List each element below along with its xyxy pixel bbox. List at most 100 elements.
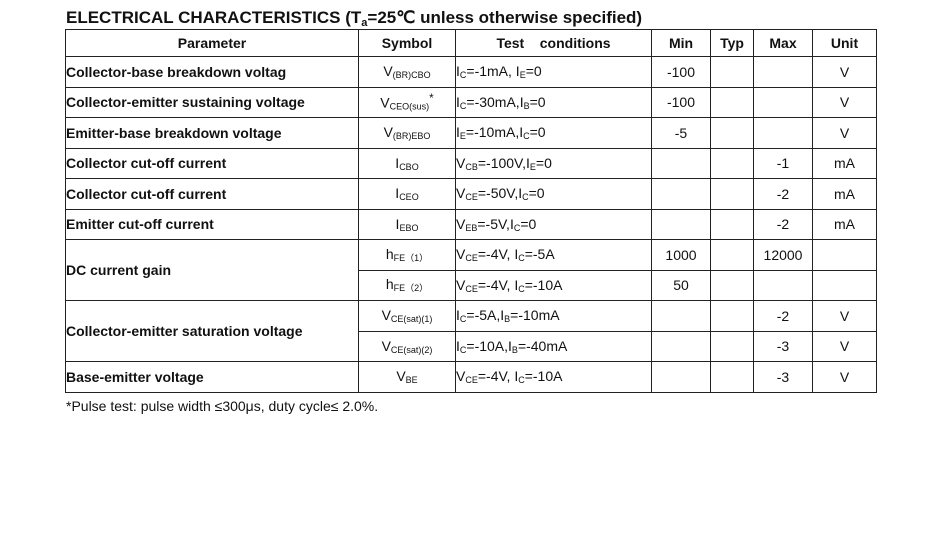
unit-cell: mA [812, 208, 877, 240]
typ-cell [710, 330, 754, 362]
condition-letter: I [519, 93, 524, 110]
table-row: Collector-emitter saturation voltage VCE(… [65, 300, 877, 362]
condition-value: =-10mA, [465, 124, 520, 141]
condition-letter: I [456, 124, 460, 141]
conditions-cell: IC=-1mA, IE=0 [455, 56, 652, 88]
condition-value: =-4V, [477, 276, 515, 293]
header-row: Parameter Symbol Test conditions Min Typ… [65, 29, 877, 57]
parameter-cell: DC current gain [65, 239, 359, 301]
condition-subscript: C [459, 70, 467, 81]
condition-letter: V [456, 215, 466, 232]
condition-subscript: C [518, 375, 525, 386]
conditions-cell: VCB=-100V,IE=0 [455, 147, 652, 179]
conditions-cell: IE=-10mA,IC=0 [455, 117, 652, 149]
min-cell: -100 [651, 86, 711, 118]
conditions-cell: IC=-30mA,IB=0 [455, 86, 652, 118]
symbol-subscript: BE [405, 375, 418, 386]
symbol-letter: V [383, 124, 393, 141]
condition-subscript: C [518, 283, 525, 294]
condition-subscript: C [523, 131, 530, 142]
electrical-characteristics-table: Parameter Symbol Test conditions Min Typ… [65, 29, 877, 393]
symbol-letter: V [381, 337, 391, 354]
condition-letter: V [456, 185, 466, 202]
conditions-cell: IC=-5A,IB=-10mA [455, 300, 652, 332]
condition-letter: V [456, 246, 466, 263]
header-max: Max [753, 29, 813, 57]
max-cell: -2 [753, 208, 813, 240]
typ-cell [710, 269, 754, 301]
header-unit: Unit [812, 29, 877, 57]
min-cell: 1000 [651, 239, 711, 271]
min-cell [651, 300, 711, 332]
condition-subscript: B [511, 344, 518, 355]
symbol-letter: V [396, 368, 406, 385]
condition-subscript: C [459, 314, 467, 325]
condition-value: =-40mA [517, 337, 568, 354]
condition-value: =-4V, [477, 368, 515, 385]
max-cell [753, 269, 813, 301]
symbol-cell: hFE（1） [358, 239, 456, 271]
condition-subscript: E [459, 131, 466, 142]
table-body: Collector-base breakdown voltag V(BR)CBO I… [65, 56, 877, 393]
condition-subscript: C [513, 222, 521, 233]
unit-cell: V [812, 330, 877, 362]
header-conditions: Test conditions [455, 29, 652, 57]
title-prefix: ELECTRICAL CHARACTERISTICS (T [66, 8, 362, 27]
max-cell: -2 [753, 300, 813, 332]
symbol-letter: V [381, 307, 391, 324]
symbol-cell: VCE(sat)(2) [358, 330, 456, 362]
condition-value: =0 [525, 63, 542, 80]
symbol-cell: IEBO [358, 208, 456, 240]
conditions-cell: VCE=-4V, IC=-10A [455, 269, 652, 301]
unit-cell [812, 239, 877, 271]
symbol-cell: VCEO(sus)* [358, 86, 456, 118]
condition-letter: I [456, 63, 460, 80]
condition-subscript: CE [465, 253, 478, 264]
unit-cell: mA [812, 147, 877, 179]
min-cell [651, 178, 711, 210]
symbol-cell: V(BR)CBO [358, 56, 456, 88]
unit-cell: V [812, 300, 877, 332]
unit-cell: V [812, 117, 877, 149]
symbol-letter: I [395, 215, 400, 232]
symbol-subscript: FE（2） [393, 283, 429, 294]
conditions-cell: VEB=-5V,IC=0 [455, 208, 652, 240]
condition-subscript: C [522, 192, 529, 203]
symbol-cell: VBE [358, 361, 456, 393]
symbol-cell: hFE（2） [358, 269, 456, 301]
max-cell: -3 [753, 361, 813, 393]
condition-subscript: CE [465, 192, 478, 203]
min-cell: 50 [651, 269, 711, 301]
symbol-subscript: CBO [399, 161, 419, 172]
condition-value: =-100V, [477, 154, 526, 171]
symbol-letter: h [385, 245, 394, 262]
table-row: Collector cut-off current ICEO VCE=-50V,IC… [65, 178, 877, 210]
condition-subscript: EB [465, 222, 478, 233]
condition-value: =0 [528, 185, 545, 202]
condition-subscript: C [459, 344, 467, 355]
condition-subscript: E [529, 161, 536, 172]
typ-cell [710, 147, 754, 179]
symbol-subscript: (BR)CBO [392, 70, 431, 81]
condition-subscript: CE [465, 375, 478, 386]
condition-value: =-30mA, [466, 93, 520, 110]
symbol-subscript: CE(sat)(1) [390, 314, 433, 325]
title-suffix: =25℃ unless otherwise specified) [367, 8, 643, 27]
condition-letter: I [509, 215, 514, 232]
condition-value: =0 [520, 215, 537, 232]
symbol-cell: ICEO [358, 178, 456, 210]
header-typ: Typ [710, 29, 754, 57]
min-cell: -100 [651, 56, 711, 88]
symbol-subscript: (BR)EBO [392, 131, 431, 142]
max-cell: -3 [753, 330, 813, 362]
condition-letter: I [526, 154, 530, 171]
table-row: Base-emitter voltage VBE VCE=-4V, IC=-10A -… [65, 361, 877, 393]
header-symbol: Symbol [358, 29, 456, 57]
parameter-cell: Collector cut-off current [65, 147, 359, 179]
table-row: Collector-base breakdown voltag V(BR)CBO I… [65, 56, 877, 88]
table-row: DC current gain hFE（1） VCE=-4V, IC=-5A 1000… [65, 239, 877, 301]
typ-cell [710, 300, 754, 332]
max-cell: -2 [753, 178, 813, 210]
page-title: ELECTRICAL CHARACTERISTICS (Ta=25℃ unles… [66, 8, 642, 29]
condition-letter: V [456, 368, 466, 385]
